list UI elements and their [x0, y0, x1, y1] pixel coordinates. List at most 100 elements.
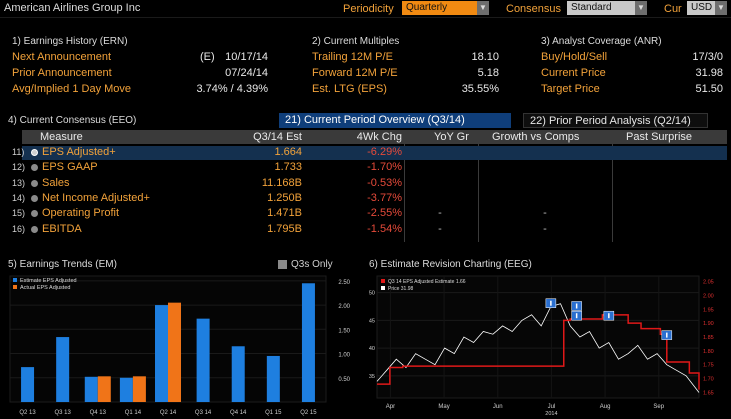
col-past-surprise[interactable]: Past Surprise — [626, 131, 693, 143]
revision-marker-icon — [603, 310, 615, 321]
legend-actual-label: Actual EPS Adjusted — [20, 285, 70, 291]
row-highlight — [22, 146, 727, 160]
col-measure[interactable]: Measure — [40, 131, 83, 143]
periodicity-dropdown[interactable]: Quarterly — [402, 1, 477, 15]
estimate-line — [377, 314, 700, 390]
next-announcement-value: 10/17/14 — [225, 51, 268, 63]
q3s-only-label: Q3s Only — [291, 259, 333, 270]
buy-hold-sell-value: 17/3/0 — [692, 51, 723, 63]
change-value: -3.77% — [367, 191, 402, 204]
col-est[interactable]: Q3/14 Est — [253, 131, 302, 143]
bar-actual — [132, 376, 146, 402]
target-price-value: 51.50 — [695, 83, 723, 95]
currency-dropdown[interactable]: USD — [687, 1, 715, 15]
y-tick-label: 1.50 — [338, 328, 350, 334]
prior-announcement-value: 07/24/14 — [225, 67, 268, 79]
bar-estimate — [231, 346, 245, 402]
col-yoy-gr[interactable]: YoY Gr — [434, 131, 469, 143]
trailing-pe-label: Trailing 12M P/E — [312, 51, 393, 63]
table-row[interactable]: 14) Net Income Adjusted+ 1.250B -3.77% — [0, 192, 731, 206]
chevron-down-icon[interactable]: ▼ — [635, 1, 647, 15]
table-row[interactable]: 11) EPS Adjusted+ 1.664 -6.29% — [0, 146, 731, 160]
current-consensus-title[interactable]: 4) Current Consensus (EEO) — [8, 115, 137, 126]
forward-pe-label: Forward 12M P/E — [312, 67, 398, 79]
legend-swatch-estimate — [381, 279, 385, 283]
tab-current-period[interactable]: 21) Current Period Overview (Q3/14) — [279, 113, 511, 128]
x-tick-label: Q2 15 — [300, 410, 317, 416]
bar-actual — [168, 302, 181, 402]
table-row[interactable]: 15) Operating Profit 1.471B -2.55% - - — [0, 207, 731, 221]
x-year-label: 2014 — [545, 411, 557, 417]
table-row[interactable]: 16) EBITDA 1.795B -1.54% - - — [0, 223, 731, 237]
x-tick-label: Q2 13 — [19, 410, 36, 416]
right-y-tick-label: 1.80 — [703, 349, 714, 355]
change-value: -0.53% — [367, 176, 402, 189]
measure-name[interactable]: Operating Profit — [42, 207, 120, 220]
bar-estimate — [301, 283, 315, 402]
table-row[interactable]: 13) Sales 11.168B -0.53% — [0, 177, 731, 191]
yoy-value: - — [438, 207, 442, 220]
right-y-tick-label: 1.70 — [703, 377, 714, 383]
column-divider — [612, 130, 613, 242]
measure-name[interactable]: EBITDA — [42, 222, 82, 235]
measure-name[interactable]: EPS Adjusted+ — [42, 146, 116, 158]
radio-icon[interactable] — [31, 225, 38, 233]
periodicity-label: Periodicity — [343, 3, 394, 15]
row-index: 14) — [12, 192, 26, 203]
radio-icon[interactable] — [31, 194, 38, 202]
col-growth-vs-comps[interactable]: Growth vs Comps — [492, 131, 580, 143]
avg-move-value: 3.74% / 4.39% — [196, 83, 268, 95]
bar-estimate — [266, 355, 280, 402]
consensus-label: Consensus — [506, 3, 562, 15]
column-divider — [478, 130, 479, 242]
column-divider — [404, 130, 405, 242]
q3s-only-checkbox[interactable] — [278, 260, 287, 269]
tab-prior-period[interactable]: 22) Prior Period Analysis (Q2/14) — [523, 113, 708, 128]
consensus-dropdown[interactable]: Standard — [567, 1, 635, 15]
target-price-label: Target Price — [541, 83, 600, 95]
row-index: 13) — [12, 177, 26, 188]
row-index: 16) — [12, 223, 26, 234]
table-row[interactable]: 12) EPS GAAP 1.733 -1.70% — [0, 161, 731, 175]
bar-estimate — [119, 377, 133, 402]
next-announcement-label: Next Announcement — [12, 51, 112, 63]
row-index: 11) — [12, 147, 25, 157]
x-tick-label: Q3 14 — [195, 410, 212, 416]
col-4wk-chg[interactable]: 4Wk Chg — [356, 131, 402, 143]
revision-marker-icon — [661, 330, 673, 340]
x-tick-label: Jun — [493, 404, 503, 410]
revision-marker-icon — [571, 310, 582, 321]
analyst-coverage-title[interactable]: 3) Analyst Coverage (ANR) — [541, 36, 662, 47]
earnings-trends-title[interactable]: 5) Earnings Trends (EM) — [8, 259, 117, 270]
radio-icon[interactable] — [31, 149, 38, 156]
measure-name[interactable]: Net Income Adjusted+ — [42, 191, 150, 204]
earnings-history-title[interactable]: 1) Earnings History (ERN) — [12, 36, 128, 47]
radio-icon[interactable] — [31, 210, 38, 218]
measure-name[interactable]: Sales — [42, 176, 70, 189]
left-y-tick-label: 45 — [369, 318, 375, 324]
estimate-value: 11.168B — [261, 176, 302, 189]
left-y-tick-label: 50 — [369, 291, 375, 297]
legend-swatch-estimate — [13, 278, 17, 282]
radio-icon[interactable] — [31, 164, 38, 172]
chevron-down-icon[interactable]: ▼ — [477, 1, 489, 15]
legend-swatch-price — [381, 286, 385, 290]
x-tick-label: Q1 15 — [265, 410, 282, 416]
radio-icon[interactable] — [31, 179, 38, 187]
revision-marker-icon — [571, 301, 582, 311]
estimate-value: 1.471B — [267, 207, 302, 220]
change-value: -6.29% — [367, 146, 402, 158]
price-line — [376, 303, 700, 393]
est-ltg-value: 35.55% — [461, 83, 499, 95]
y-tick-label: 0.50 — [338, 377, 350, 383]
chevron-down-icon[interactable]: ▼ — [715, 1, 727, 15]
current-multiples-title[interactable]: 2) Current Multiples — [312, 36, 400, 47]
x-tick-label: May — [438, 404, 449, 410]
change-value: -1.54% — [367, 222, 402, 235]
next-announcement-prefix: (E) — [200, 51, 215, 63]
right-y-tick-label: 1.90 — [703, 321, 714, 327]
revision-chart-title[interactable]: 6) Estimate Revision Charting (EEG) — [369, 259, 532, 270]
left-y-tick-label: 40 — [369, 346, 375, 352]
measure-name[interactable]: EPS GAAP — [42, 161, 98, 174]
current-price-label: Current Price — [541, 67, 606, 79]
